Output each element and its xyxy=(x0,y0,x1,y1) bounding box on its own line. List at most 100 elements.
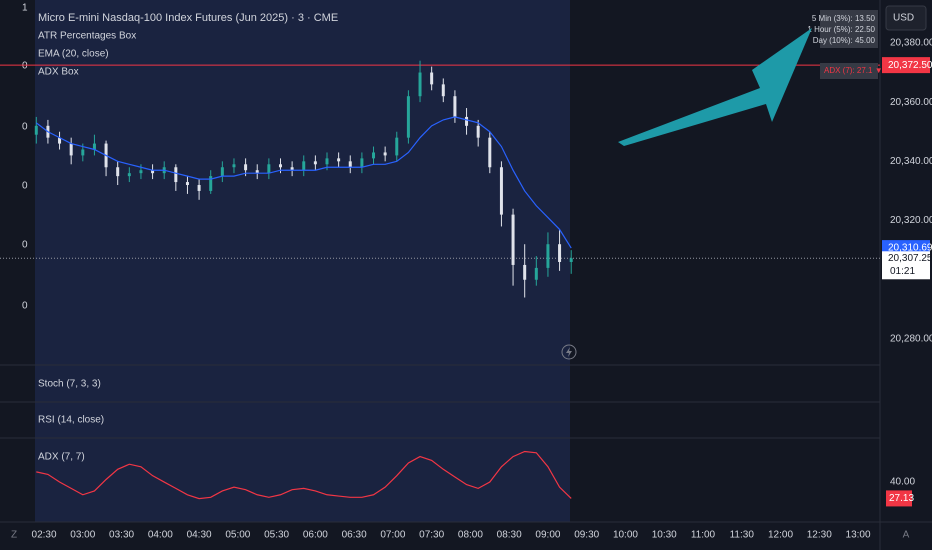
adx-box xyxy=(820,63,878,79)
candle-body xyxy=(290,167,294,171)
x-tick-label: 03:30 xyxy=(109,530,134,541)
candle-body xyxy=(465,116,469,126)
plot: Micro E-mini Nasdaq-100 Index Futures (J… xyxy=(0,3,932,541)
atr-box-line: 1 Hour (5%): 22.50 xyxy=(807,25,875,34)
candle-body xyxy=(441,84,445,97)
ema-line xyxy=(35,116,572,249)
x-tick-label: 11:00 xyxy=(691,530,716,541)
chart-title: Micro E-mini Nasdaq-100 Index Futures (J… xyxy=(38,12,338,24)
candle-body xyxy=(511,214,515,265)
candle-body xyxy=(209,176,213,191)
candle-body xyxy=(406,96,410,138)
x-tick-label: 09:00 xyxy=(535,530,560,541)
left-scale-label: 0 xyxy=(22,122,28,133)
pane-label: Stoch (7, 3, 3) xyxy=(38,379,101,390)
candle-body xyxy=(34,125,38,135)
left-scale-label: 0 xyxy=(22,61,28,72)
candle-body xyxy=(278,164,282,168)
price-label-bg xyxy=(882,57,930,74)
currency: USD xyxy=(893,13,914,24)
candle-body xyxy=(127,173,131,177)
x-tick-label: 13:00 xyxy=(846,530,871,541)
price-label: 20,372.50 xyxy=(888,60,932,71)
close-label: 20,307.25 xyxy=(888,253,932,264)
left-scale-label: 0 xyxy=(22,181,28,192)
left-scale-label: 0 xyxy=(22,301,28,312)
x-tick-label: 08:00 xyxy=(458,530,483,541)
candle-body xyxy=(558,244,562,262)
candle-body xyxy=(116,167,120,177)
adx-label-bg xyxy=(886,490,912,507)
axis-corner: Z xyxy=(11,530,17,541)
x-tick-label: 10:30 xyxy=(652,530,677,541)
candle-body xyxy=(244,164,248,171)
x-tick-label: 04:30 xyxy=(187,530,212,541)
x-tick-label: 06:30 xyxy=(342,530,367,541)
y-tick-label: 20,280.00 xyxy=(890,334,932,345)
candle-body xyxy=(523,264,527,280)
adx-tick-label: 40.00 xyxy=(890,477,915,488)
y-tick-label: 20,360.00 xyxy=(890,97,932,108)
y-tick-label: 20,340.00 xyxy=(890,156,932,167)
x-tick-label: 12:30 xyxy=(807,530,832,541)
x-tick-label: 04:00 xyxy=(148,530,173,541)
candle-body xyxy=(302,161,306,171)
candle-body xyxy=(220,167,224,177)
atr-box-line: Day (10%): 45.00 xyxy=(813,36,876,45)
candle-body xyxy=(69,143,73,156)
x-tick-label: 11:30 xyxy=(730,530,755,541)
candle-body xyxy=(534,267,538,280)
candle-body xyxy=(267,164,271,174)
candle-body xyxy=(185,182,189,186)
candle-body xyxy=(325,158,329,165)
arrow xyxy=(618,28,812,146)
candle-body xyxy=(453,96,457,117)
y-tick-label: 20,380.00 xyxy=(890,38,932,49)
candle-body xyxy=(476,125,480,138)
atr-box-line: 5 Min (3%): 13.50 xyxy=(812,14,876,23)
x-tick-label: 06:00 xyxy=(303,530,328,541)
x-tick-label: 10:00 xyxy=(613,530,638,541)
candle-body xyxy=(360,158,364,168)
x-tick-label: 05:00 xyxy=(225,530,250,541)
candle-body xyxy=(348,161,352,168)
adx-line xyxy=(36,450,572,500)
candle-body xyxy=(337,158,341,162)
countdown: 01:21 xyxy=(890,266,915,277)
x-tick-label: 03:00 xyxy=(70,530,95,541)
left-scale-label: 0 xyxy=(22,240,28,251)
ema-label: 20,310.69 xyxy=(888,243,932,254)
session-background xyxy=(35,0,570,522)
x-tick-label: 07:30 xyxy=(419,530,444,541)
indicator-label: EMA (20, close) xyxy=(38,49,109,60)
lightning-icon xyxy=(561,344,577,360)
currency-box xyxy=(885,5,927,31)
lightning-icon xyxy=(566,347,572,357)
candle-body xyxy=(569,258,573,262)
y-tick-label: 20,320.00 xyxy=(890,215,932,226)
x-tick-label: 09:30 xyxy=(574,530,599,541)
candle-body xyxy=(546,244,550,268)
adx-label: 27.13 xyxy=(889,493,914,504)
axis-corner: A xyxy=(903,530,910,541)
candle-body xyxy=(395,137,399,156)
candle-body xyxy=(383,152,387,156)
candle-body xyxy=(92,143,96,150)
candle-body xyxy=(58,137,62,144)
close-label-bg xyxy=(882,251,930,280)
x-tick-label: 07:00 xyxy=(380,530,405,541)
x-tick-label: 08:30 xyxy=(497,530,522,541)
candle-body xyxy=(372,152,376,159)
candle-body xyxy=(418,72,422,97)
indicator-label: ATR Percentages Box xyxy=(38,31,136,42)
x-tick-label: 05:30 xyxy=(264,530,289,541)
candle-body xyxy=(197,185,201,191)
candle-body xyxy=(232,164,236,168)
atr-box xyxy=(820,10,878,48)
left-scale-label: 1 xyxy=(22,3,28,14)
candle-body xyxy=(430,72,434,85)
x-tick-label: 02:30 xyxy=(32,530,57,541)
candle-body xyxy=(488,137,492,168)
candle-body xyxy=(151,170,155,174)
candle-body xyxy=(255,170,259,174)
